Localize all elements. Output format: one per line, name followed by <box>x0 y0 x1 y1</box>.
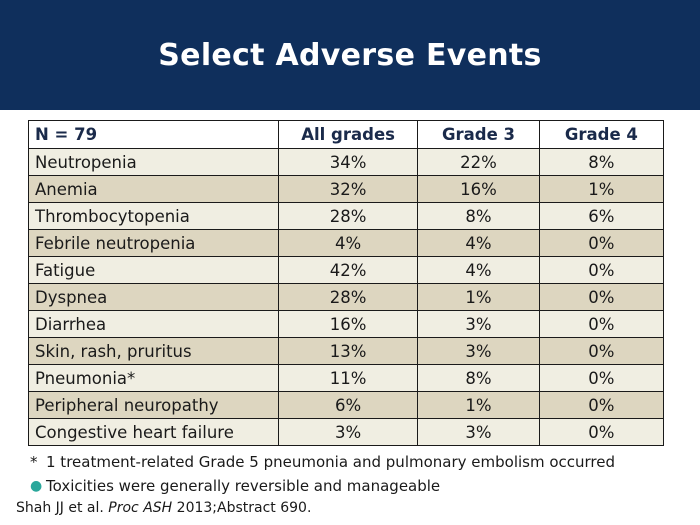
grade-3-value: 3% <box>417 310 540 338</box>
grade-3-value: 4% <box>417 256 540 284</box>
slide-title: Select Adverse Events <box>158 37 542 73</box>
all-grades-value: 11% <box>277 364 419 392</box>
column-header-grade-4: Grade 4 <box>538 120 665 149</box>
all-grades-value: 13% <box>277 337 419 365</box>
grade-3-value: 22% <box>417 148 540 176</box>
table-row: Pneumonia* 11% 8% 0% <box>28 364 665 392</box>
grade-3-value: 3% <box>417 418 540 446</box>
grade-3-value: 3% <box>417 337 540 365</box>
citation-authors: Shah JJ et al. <box>16 500 104 516</box>
column-header-all-grades: All grades <box>277 120 419 149</box>
event-name: Diarrhea <box>28 310 279 338</box>
all-grades-value: 42% <box>277 256 419 284</box>
grade-3-value: 1% <box>417 283 540 311</box>
grade-3-value: 8% <box>417 202 540 230</box>
table-header-row: N = 79 All grades Grade 3 Grade 4 <box>28 120 665 149</box>
grade-4-value: 0% <box>538 229 665 257</box>
table-row: Dyspnea 28% 1% 0% <box>28 283 665 311</box>
table-row: Febrile neutropenia 4% 4% 0% <box>28 229 665 257</box>
bullet-note: ● Toxicities were generally reversible a… <box>30 474 680 498</box>
table-row: Skin, rash, pruritus 13% 3% 0% <box>28 337 665 365</box>
table-row: Neutropenia 34% 22% 8% <box>28 148 665 176</box>
notes: * 1 treatment-related Grade 5 pneumonia … <box>30 450 680 498</box>
grade-4-value: 0% <box>538 391 665 419</box>
event-name: Peripheral neuropathy <box>28 391 279 419</box>
column-header-population: N = 79 <box>28 120 279 149</box>
adverse-events-table: N = 79 All grades Grade 3 Grade 4 Neutro… <box>28 120 665 446</box>
table-row: Diarrhea 16% 3% 0% <box>28 310 665 338</box>
all-grades-value: 6% <box>277 391 419 419</box>
footnote-text: 1 treatment-related Grade 5 pneumonia an… <box>46 453 616 471</box>
all-grades-value: 4% <box>277 229 419 257</box>
event-name: Anemia <box>28 175 279 203</box>
event-name: Skin, rash, pruritus <box>28 337 279 365</box>
all-grades-value: 32% <box>277 175 419 203</box>
grade-3-value: 1% <box>417 391 540 419</box>
all-grades-value: 28% <box>277 283 419 311</box>
event-name: Congestive heart failure <box>28 418 279 446</box>
table-row: Anemia 32% 16% 1% <box>28 175 665 203</box>
citation-details: 2013;Abstract 690. <box>176 500 312 516</box>
all-grades-value: 3% <box>277 418 419 446</box>
grade-4-value: 0% <box>538 310 665 338</box>
grade-4-value: 0% <box>538 256 665 284</box>
event-name: Fatigue <box>28 256 279 284</box>
event-name: Thrombocytopenia <box>28 202 279 230</box>
footnote-marker: * <box>30 453 38 471</box>
grade-4-value: 1% <box>538 175 665 203</box>
grade-3-value: 16% <box>417 175 540 203</box>
grade-4-value: 0% <box>538 283 665 311</box>
event-name: Pneumonia* <box>28 364 279 392</box>
table-row: Peripheral neuropathy 6% 1% 0% <box>28 391 665 419</box>
column-header-grade-3: Grade 3 <box>417 120 540 149</box>
table-row: Congestive heart failure 3% 3% 0% <box>28 418 665 446</box>
citation-journal: Proc ASH <box>108 500 173 516</box>
grade-4-value: 0% <box>538 418 665 446</box>
all-grades-value: 28% <box>277 202 419 230</box>
grade-4-value: 6% <box>538 202 665 230</box>
grade-4-value: 0% <box>538 337 665 365</box>
event-name: Neutropenia <box>28 148 279 176</box>
footnote: * 1 treatment-related Grade 5 pneumonia … <box>30 450 680 474</box>
grade-4-value: 0% <box>538 364 665 392</box>
citation: Shah JJ et al. Proc ASH 2013;Abstract 69… <box>16 500 311 516</box>
all-grades-value: 34% <box>277 148 419 176</box>
title-bar: Select Adverse Events <box>0 0 700 110</box>
table-row: Thrombocytopenia 28% 8% 6% <box>28 202 665 230</box>
grade-3-value: 8% <box>417 364 540 392</box>
table-row: Fatigue 42% 4% 0% <box>28 256 665 284</box>
event-name: Dyspnea <box>28 283 279 311</box>
bullet-icon: ● <box>30 478 43 494</box>
grade-4-value: 8% <box>538 148 665 176</box>
bullet-text: Toxicities were generally reversible and… <box>46 477 441 495</box>
grade-3-value: 4% <box>417 229 540 257</box>
event-name: Febrile neutropenia <box>28 229 279 257</box>
all-grades-value: 16% <box>277 310 419 338</box>
